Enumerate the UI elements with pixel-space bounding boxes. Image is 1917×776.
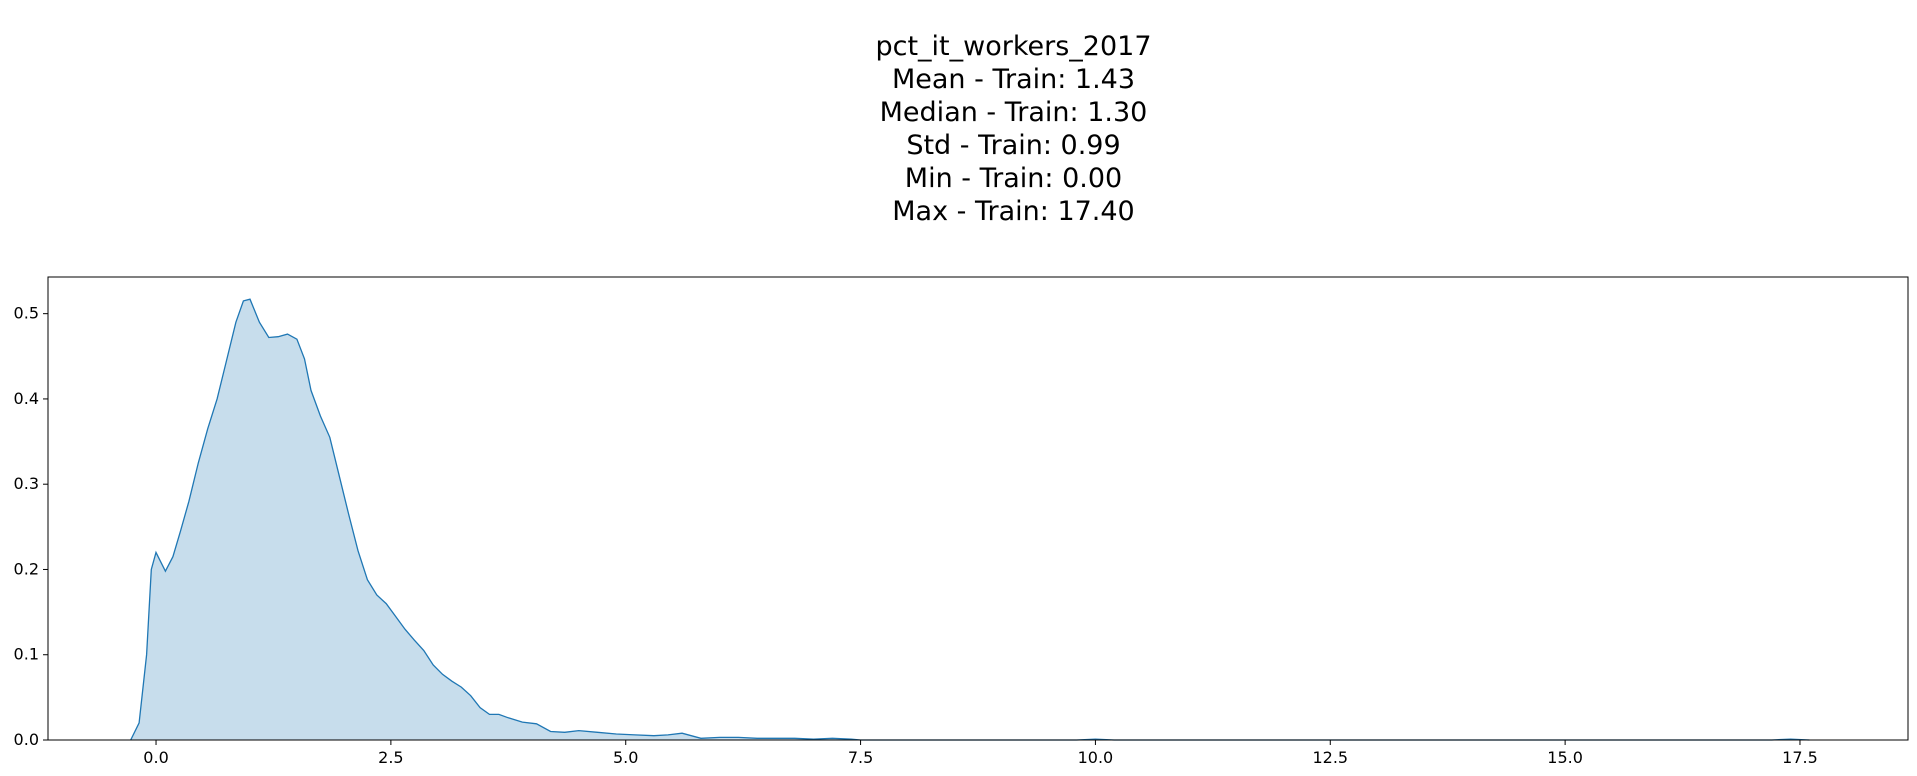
x-tick-label: 17.5 xyxy=(1782,748,1818,767)
title-line: Min - Train: 0.00 xyxy=(904,163,1123,194)
x-tick-label: 5.0 xyxy=(613,748,638,767)
plot-area xyxy=(130,298,1810,741)
title-line: Mean - Train: 1.43 xyxy=(891,64,1136,95)
title-line: Max - Train: 17.40 xyxy=(892,196,1135,227)
chart-title: pct_it_workers_2017 Mean - Train: 1.43 M… xyxy=(0,30,1917,228)
x-axis: 0.0 2.5 5.0 7.5 10.0 12.5 15.0 17.5 xyxy=(143,740,1818,767)
density-fill xyxy=(130,299,1810,740)
x-tick-label: 7.5 xyxy=(848,748,873,767)
density-line xyxy=(130,298,1810,741)
y-tick-label: 0.0 xyxy=(14,730,39,749)
title-line: pct_it_workers_2017 xyxy=(875,31,1152,62)
x-tick-label: 15.0 xyxy=(1547,748,1583,767)
x-tick-label: 12.5 xyxy=(1312,748,1348,767)
x-tick-label: 0.0 xyxy=(143,748,168,767)
x-tick-label: 10.0 xyxy=(1078,748,1114,767)
title-line: Std - Train: 0.99 xyxy=(906,130,1121,161)
axes-frame xyxy=(47,276,1909,741)
title-line: Median - Train: 1.30 xyxy=(879,97,1148,128)
y-tick-label: 0.5 xyxy=(14,304,39,323)
y-tick-label: 0.3 xyxy=(14,474,39,493)
y-tick-label: 0.2 xyxy=(14,559,39,578)
y-tick-label: 0.1 xyxy=(14,645,39,664)
y-axis: 0.0 0.1 0.2 0.3 0.4 0.5 xyxy=(14,304,48,749)
y-tick-label: 0.4 xyxy=(14,389,39,408)
x-tick-label: 2.5 xyxy=(378,748,403,767)
